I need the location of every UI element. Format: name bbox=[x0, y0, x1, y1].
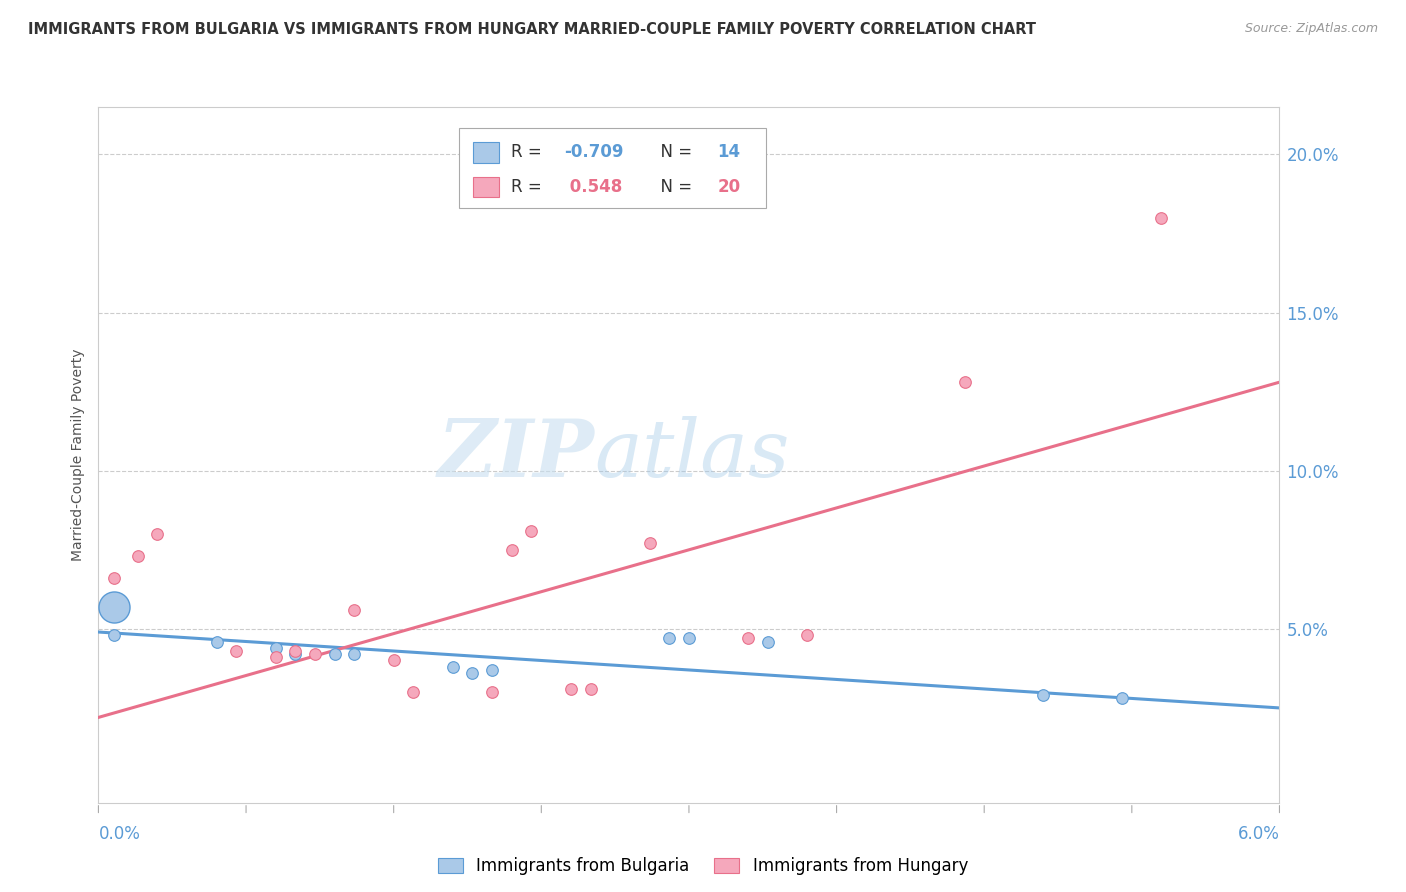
Point bbox=[205, 634, 228, 648]
Text: 6.0%: 6.0% bbox=[1237, 825, 1279, 843]
Point bbox=[103, 628, 125, 642]
FancyBboxPatch shape bbox=[472, 142, 499, 162]
Text: ZIP: ZIP bbox=[437, 417, 595, 493]
Point bbox=[953, 375, 976, 389]
Point bbox=[481, 663, 503, 677]
Point bbox=[1150, 211, 1173, 225]
Text: R =: R = bbox=[510, 144, 547, 161]
Point bbox=[756, 634, 779, 648]
Text: 0.548: 0.548 bbox=[564, 178, 621, 196]
Point bbox=[103, 571, 125, 585]
FancyBboxPatch shape bbox=[458, 128, 766, 208]
Y-axis label: Married-Couple Family Poverty: Married-Couple Family Poverty bbox=[72, 349, 86, 561]
Text: N =: N = bbox=[650, 144, 697, 161]
Text: R =: R = bbox=[510, 178, 547, 196]
Text: N =: N = bbox=[650, 178, 697, 196]
Point bbox=[264, 650, 287, 665]
Point bbox=[638, 536, 661, 550]
Point bbox=[579, 681, 602, 696]
Point bbox=[461, 666, 484, 681]
Point bbox=[304, 647, 326, 661]
Point bbox=[343, 603, 366, 617]
Point bbox=[560, 681, 582, 696]
Text: 20: 20 bbox=[717, 178, 741, 196]
Point bbox=[284, 647, 307, 661]
Point bbox=[520, 524, 543, 538]
Point bbox=[441, 660, 464, 674]
Point bbox=[402, 685, 425, 699]
Point bbox=[264, 640, 287, 655]
Point bbox=[481, 685, 503, 699]
Point bbox=[1111, 691, 1133, 706]
Point bbox=[658, 632, 681, 646]
Point bbox=[103, 599, 125, 614]
Legend: Immigrants from Bulgaria, Immigrants from Hungary: Immigrants from Bulgaria, Immigrants fro… bbox=[429, 849, 977, 884]
Point bbox=[382, 653, 405, 667]
FancyBboxPatch shape bbox=[472, 177, 499, 197]
Point bbox=[501, 542, 523, 557]
Point bbox=[796, 628, 818, 642]
Text: -0.709: -0.709 bbox=[564, 144, 623, 161]
Point bbox=[146, 527, 169, 541]
Point bbox=[284, 644, 307, 658]
Text: 0.0%: 0.0% bbox=[98, 825, 141, 843]
Point bbox=[323, 647, 346, 661]
Point bbox=[737, 632, 759, 646]
Point bbox=[343, 647, 366, 661]
Point bbox=[225, 644, 247, 658]
Text: Source: ZipAtlas.com: Source: ZipAtlas.com bbox=[1244, 22, 1378, 36]
Text: 14: 14 bbox=[717, 144, 741, 161]
Text: IMMIGRANTS FROM BULGARIA VS IMMIGRANTS FROM HUNGARY MARRIED-COUPLE FAMILY POVERT: IMMIGRANTS FROM BULGARIA VS IMMIGRANTS F… bbox=[28, 22, 1036, 37]
Point bbox=[1032, 688, 1054, 702]
Text: atlas: atlas bbox=[595, 417, 790, 493]
Point bbox=[127, 549, 149, 563]
Point bbox=[678, 632, 700, 646]
